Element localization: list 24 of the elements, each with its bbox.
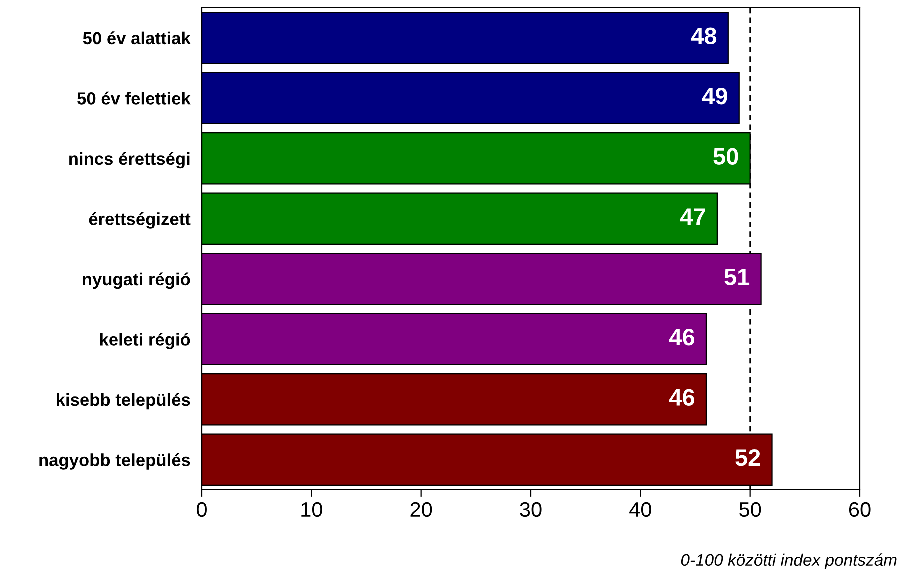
y-tick-label: 50 év felettiek xyxy=(78,92,191,105)
data-label: 52 xyxy=(736,449,760,466)
data-label: 47 xyxy=(680,208,706,225)
data-label: 49 xyxy=(702,88,728,105)
x-tick-label: 40 xyxy=(630,502,652,518)
y-tick-label: nagyobb település xyxy=(40,454,190,470)
y-tick-label: nyugati régió xyxy=(83,272,190,290)
y-tick-label: érettségizett xyxy=(89,212,191,229)
data-label: 48 xyxy=(691,28,717,44)
text: 0-100 közötti index pontszám xyxy=(681,554,897,570)
x-tick-label: 20 xyxy=(410,502,432,518)
x-tick-label: 60 xyxy=(849,502,871,518)
y-tick-label: keleti régió xyxy=(100,333,190,350)
data-label: 46 xyxy=(669,328,695,346)
y-tick-label: 50 év alattiak xyxy=(83,32,191,45)
x-tick-label: 0 xyxy=(197,502,207,518)
x-tick-label: 30 xyxy=(520,502,542,518)
y-tick-label: nincs érettségi xyxy=(70,152,190,169)
x-tick-label: 10 xyxy=(302,502,322,518)
y-tick-label: kisebb település xyxy=(57,393,190,410)
data-label: 46 xyxy=(669,389,695,406)
data-label: 50 xyxy=(714,148,738,165)
data-label: 51 xyxy=(724,268,750,286)
x-tick-label: 50 xyxy=(740,502,762,518)
